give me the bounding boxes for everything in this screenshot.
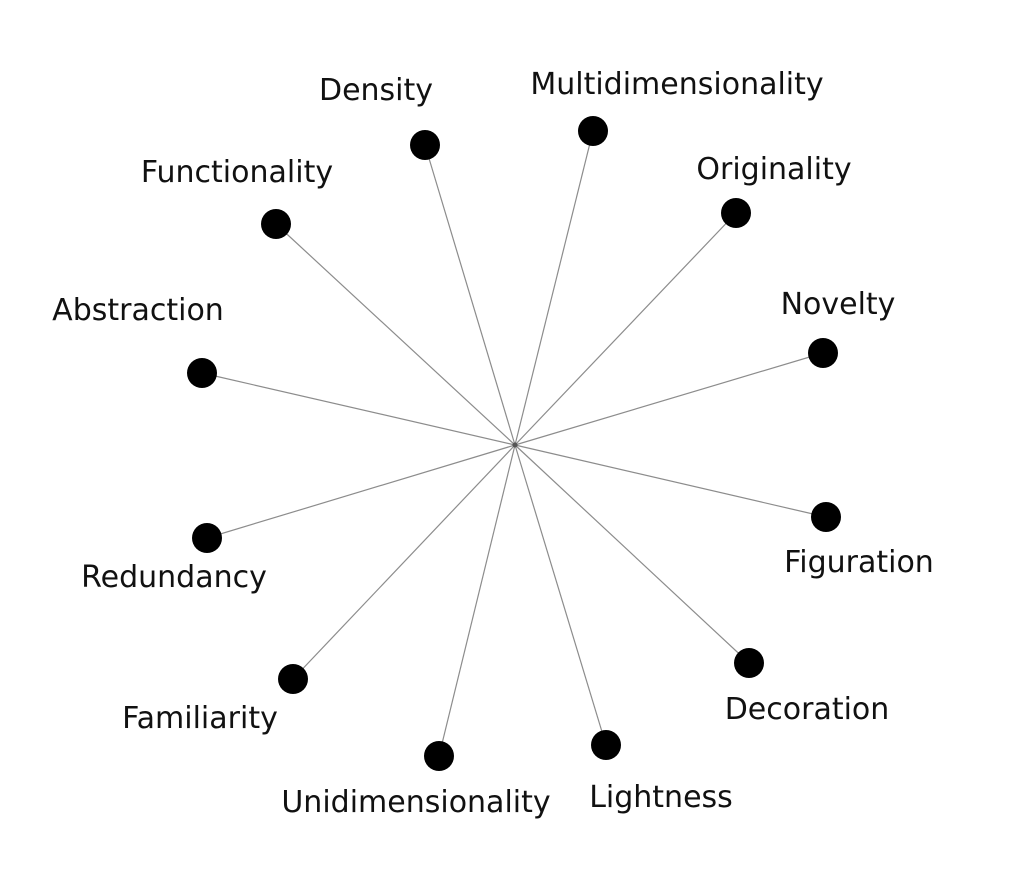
- nodes: [187, 116, 841, 771]
- spokes: [201, 130, 827, 757]
- label-familiarity: Familiarity: [122, 701, 278, 736]
- node-decoration: [734, 648, 764, 678]
- spoke-decoration: [514, 444, 750, 664]
- label-abstraction: Abstraction: [52, 293, 224, 328]
- label-lightness: Lightness: [589, 780, 733, 815]
- node-functionality: [261, 209, 291, 239]
- label-figuration: Figuration: [784, 545, 934, 580]
- label-density: Density: [319, 73, 433, 108]
- labels: Density Multidimensionality Functionalit…: [52, 67, 934, 820]
- spoke-multidimensionality: [514, 130, 594, 446]
- node-familiarity: [278, 664, 308, 694]
- spoke-originality: [514, 212, 737, 446]
- spoke-functionality: [275, 223, 516, 446]
- spoke-abstraction: [201, 372, 516, 446]
- label-novelty: Novelty: [781, 287, 896, 322]
- node-multidimensionality: [578, 116, 608, 146]
- node-originality: [721, 198, 751, 228]
- node-density: [410, 130, 440, 160]
- spoke-figuration: [514, 444, 827, 518]
- label-unidimensionality: Unidimensionality: [281, 785, 550, 820]
- node-redundancy: [192, 523, 222, 553]
- node-abstraction: [187, 358, 217, 388]
- spoke-familiarity: [292, 444, 516, 680]
- node-unidimensionality: [424, 741, 454, 771]
- node-novelty: [808, 338, 838, 368]
- spoke-lightness: [514, 444, 607, 746]
- label-originality: Originality: [696, 152, 851, 187]
- spoke-density: [424, 144, 516, 446]
- label-redundancy: Redundancy: [81, 560, 267, 595]
- label-multidimensionality: Multidimensionality: [530, 67, 823, 102]
- node-lightness: [591, 730, 621, 760]
- label-functionality: Functionality: [141, 155, 333, 190]
- node-figuration: [811, 502, 841, 532]
- label-decoration: Decoration: [725, 692, 890, 727]
- spoke-redundancy: [206, 444, 516, 539]
- center-hub: [512, 442, 518, 448]
- spoke-novelty: [514, 352, 824, 446]
- spoke-unidimensionality: [438, 444, 516, 757]
